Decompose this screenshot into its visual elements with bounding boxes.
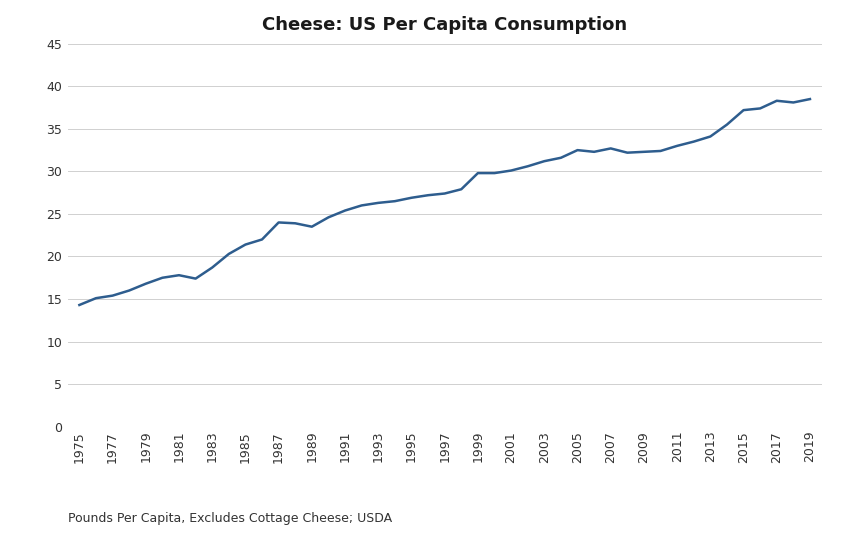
Title: Cheese: US Per Capita Consumption: Cheese: US Per Capita Consumption — [262, 16, 628, 34]
Text: Pounds Per Capita, Excludes Cottage Cheese; USDA: Pounds Per Capita, Excludes Cottage Chee… — [68, 512, 392, 525]
